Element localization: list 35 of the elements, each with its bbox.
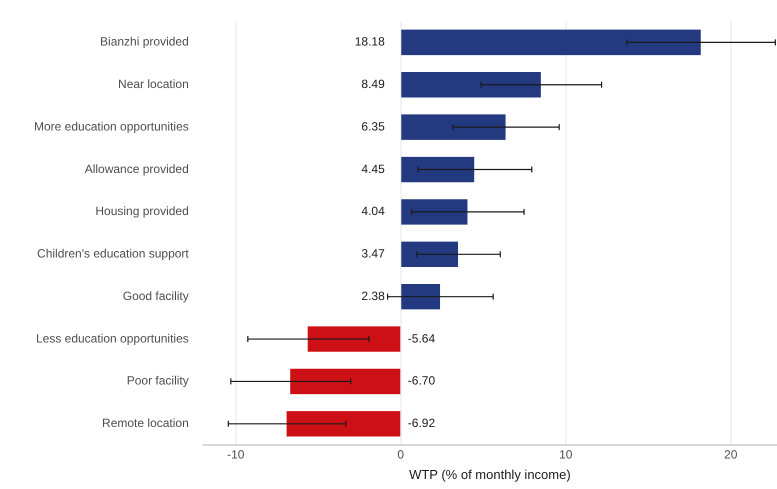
y-tick-label: Remote location (102, 416, 189, 430)
data-label: 18.18 (354, 34, 386, 49)
bar (401, 284, 440, 310)
bar (401, 242, 458, 268)
data-label: 2.38 (361, 288, 386, 303)
bar (401, 199, 468, 225)
bar (290, 368, 400, 394)
data-label: 3.47 (361, 246, 386, 261)
bar (401, 30, 701, 56)
x-tick-label: 20 (724, 448, 738, 462)
y-tick-label: Children's education support (37, 246, 190, 261)
data-label: -6.92 (408, 416, 436, 430)
x-tick-label: 0 (397, 448, 404, 462)
y-tick-label: Less education opportunities (36, 331, 189, 346)
bar (286, 411, 400, 437)
y-tick-label: More education opportunities (34, 119, 189, 134)
bar (401, 114, 506, 140)
data-label: -6.70 (408, 374, 436, 388)
data-label: 4.04 (361, 204, 386, 218)
y-tick-label: Poor facility (126, 374, 189, 388)
data-label: 8.49 (361, 77, 386, 92)
bar (401, 156, 474, 182)
y-tick-label: Good facility (122, 288, 189, 303)
x-tick-label: 10 (559, 448, 573, 462)
x-tick-label: -10 (227, 448, 245, 462)
bar (401, 72, 541, 98)
data-label: -5.64 (408, 331, 436, 346)
data-label: 4.45 (361, 162, 386, 176)
y-tick-label: Allowance provided (84, 162, 189, 176)
y-tick-label: Bianzhi provided (100, 34, 189, 49)
y-tick-label: Near location (118, 77, 189, 92)
x-axis-title: WTP (% of monthly income) (409, 466, 571, 482)
bar (308, 326, 400, 352)
y-tick-label: Housing provided (95, 204, 189, 218)
data-label: 6.35 (361, 119, 386, 134)
